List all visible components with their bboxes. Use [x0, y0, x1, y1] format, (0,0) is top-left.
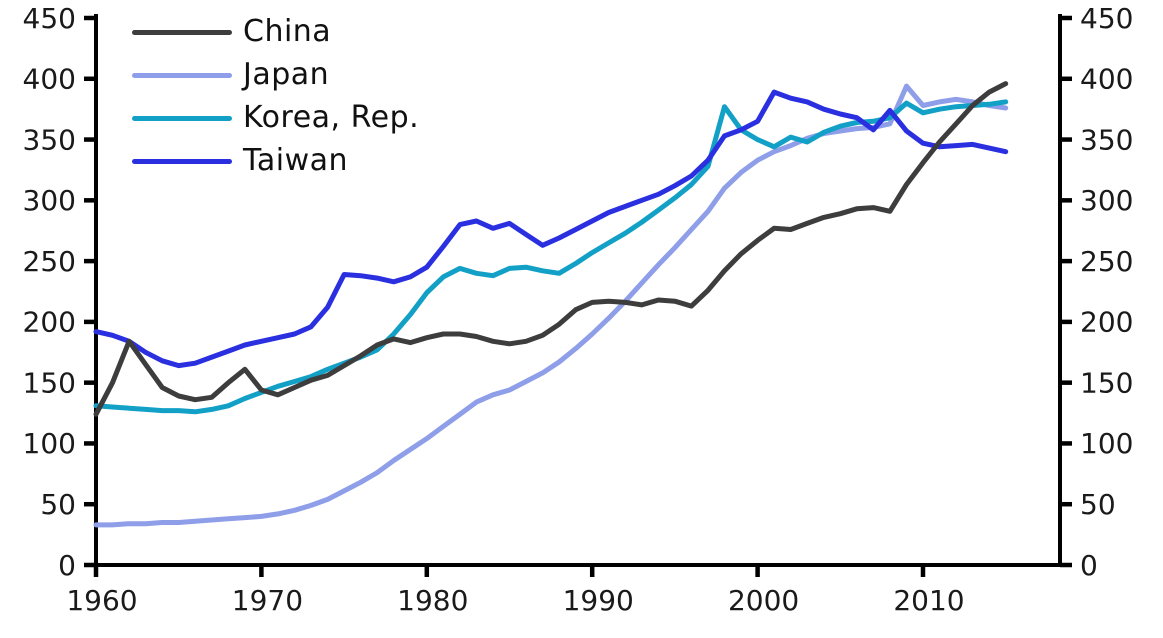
y-axis-tick-label-right: 450: [1080, 2, 1133, 35]
legend-swatch-china: [132, 29, 232, 35]
legend-swatch-japan: [132, 72, 232, 78]
y-axis-tick-label-right: 100: [1080, 427, 1133, 460]
y-axis-tick-label-right: 300: [1080, 184, 1133, 217]
x-axis-tick-label: 1980: [397, 584, 468, 617]
y-axis-tick-label-right: 350: [1080, 123, 1133, 156]
y-axis-tick-label-right: 250: [1080, 245, 1133, 278]
series-line-taiwan: [93, 89, 1009, 369]
legend-swatch-taiwan: [132, 158, 232, 164]
legend-item-taiwan: Taiwan: [132, 145, 419, 177]
legend-item-korea: Korea, Rep.: [132, 102, 419, 134]
y-axis-tick-label-left: 450: [23, 2, 76, 35]
y-axis-tick-label-left: 150: [23, 366, 76, 399]
y-axis-tick-label-right: 400: [1080, 63, 1133, 96]
y-axis-tick-label-left: 350: [23, 123, 76, 156]
y-axis-tick-label-left: 100: [23, 427, 76, 460]
x-axis-tick-label: 1990: [563, 584, 634, 617]
y-axis-tick-label-right: 150: [1080, 366, 1133, 399]
y-axis-tick-label-left: 300: [23, 184, 76, 217]
y-axis-tick-label-left: 200: [23, 306, 76, 339]
y-axis-tick-label-right: 0: [1080, 549, 1098, 582]
x-axis-tick-label: 2010: [893, 584, 964, 617]
legend-item-china: China: [132, 16, 419, 48]
y-axis-tick-label-left: 400: [23, 63, 76, 96]
legend-label-japan: Japan: [243, 57, 330, 92]
y-axis-tick-label-left: 50: [40, 488, 76, 521]
y-axis-tick-label-right: 200: [1080, 306, 1133, 339]
x-axis-tick-label: 1970: [232, 584, 303, 617]
x-axis-tick-label: 2000: [728, 584, 799, 617]
legend-label-korea: Korea, Rep.: [243, 100, 420, 135]
legend-label-taiwan: Taiwan: [243, 143, 349, 178]
legend-swatch-korea: [132, 115, 232, 121]
legend-item-japan: Japan: [132, 59, 419, 91]
legend-label-china: China: [243, 14, 332, 49]
series-line-korea-rep: [93, 99, 1009, 415]
y-axis-tick-label-left: 0: [58, 549, 76, 582]
series-line-china: [93, 81, 1009, 417]
legend: China Japan Korea, Rep. Taiwan: [132, 16, 419, 177]
x-axis-tick-label: 1960: [66, 584, 137, 617]
y-axis-tick-label-left: 250: [23, 245, 76, 278]
series-line-japan: [93, 83, 1009, 528]
y-axis-tick-label-right: 50: [1080, 488, 1116, 521]
